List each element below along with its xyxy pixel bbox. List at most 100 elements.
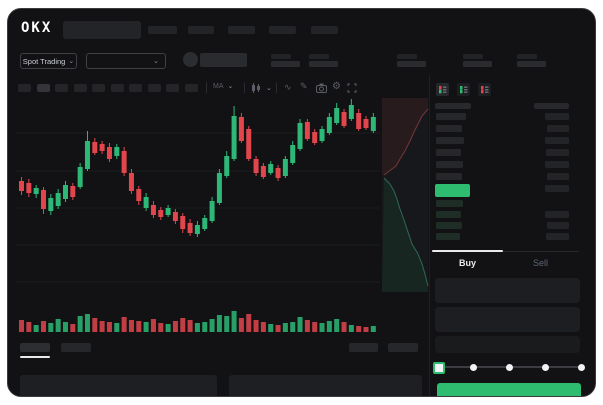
book-bids-icon[interactable] — [457, 83, 470, 96]
candle-body — [84, 141, 90, 169]
expand-icon[interactable] — [347, 83, 357, 93]
last-price-pill[interactable] — [435, 184, 470, 197]
candle-body — [77, 167, 83, 187]
orders-tab[interactable] — [61, 343, 91, 352]
timeframe-button[interactable] — [18, 84, 31, 92]
book-asks-icon[interactable] — [478, 83, 491, 96]
candlestick-chart[interactable] — [16, 96, 429, 336]
volume-bar — [290, 322, 296, 332]
candle-body — [180, 216, 186, 229]
candle-body — [348, 105, 354, 119]
buy-submit-button[interactable] — [437, 383, 581, 396]
candle-body — [304, 122, 310, 139]
orders-tab[interactable] — [20, 343, 50, 352]
stat-label-placeholder — [309, 54, 329, 59]
price-input[interactable] — [435, 278, 580, 303]
nav-item[interactable] — [148, 26, 177, 34]
indicator-dropdown[interactable]: MA ⌄ — [213, 83, 233, 90]
nav-item[interactable] — [228, 26, 255, 34]
tab-sell[interactable]: Sell — [532, 258, 548, 268]
chevron-down-icon: ⌄ — [227, 83, 234, 90]
market-type-label: Spot Trading — [22, 56, 66, 66]
candle-body — [297, 123, 303, 149]
orders-action[interactable] — [388, 343, 418, 352]
nav-item[interactable] — [269, 26, 296, 34]
pencil-icon[interactable]: ✎ — [300, 81, 308, 91]
candle-body — [158, 210, 164, 217]
volume-bar — [48, 323, 54, 332]
pair-dropdown[interactable]: ⌄ — [86, 53, 166, 69]
slider-stop[interactable] — [577, 363, 585, 371]
volume-bar — [106, 322, 112, 332]
chart-type-dropdown[interactable] — [251, 83, 262, 93]
candle-body — [114, 147, 120, 156]
book-combined-icon[interactable] — [436, 83, 449, 96]
candle-body — [260, 166, 266, 177]
timeframe-button[interactable] — [147, 84, 161, 92]
depth-asks-line — [383, 108, 429, 176]
volume-bar — [70, 324, 76, 332]
timeframe-button[interactable] — [55, 84, 68, 92]
stat-label-placeholder — [397, 54, 417, 59]
orders-action[interactable] — [349, 343, 378, 352]
volume-bar — [180, 318, 186, 332]
volume-bar — [224, 316, 230, 332]
timeframe-button[interactable] — [73, 84, 87, 92]
stat-value-placeholder — [271, 61, 300, 67]
depth-bids-line — [383, 177, 429, 287]
depth-bids-fill — [382, 178, 428, 292]
volume-bar — [92, 318, 98, 332]
ask-amount-bar — [545, 137, 569, 144]
timeframe-button[interactable] — [184, 84, 198, 92]
candle-body — [48, 198, 54, 211]
pair-name-placeholder — [200, 53, 247, 67]
bid-price-bar — [436, 200, 463, 207]
tab-buy[interactable]: Buy — [458, 258, 476, 268]
slider-stop[interactable] — [505, 363, 513, 371]
candle-body — [40, 190, 46, 209]
candle-body — [363, 119, 369, 128]
volume-bar — [62, 322, 68, 332]
stat-label-placeholder — [271, 54, 291, 59]
slider-stop[interactable] — [469, 363, 477, 371]
candle-body — [216, 173, 222, 203]
stat-value-placeholder — [517, 61, 546, 67]
amount-input[interactable] — [435, 307, 580, 332]
divider — [429, 75, 430, 396]
orderbook-row-bar — [545, 185, 569, 192]
ask-price-bar — [436, 113, 466, 120]
wave-icon[interactable]: ∿ — [284, 82, 292, 92]
volume-bar — [150, 319, 156, 332]
nav-item[interactable] — [188, 26, 214, 34]
market-type-selector[interactable]: Spot Trading ⌄ — [20, 53, 77, 69]
volume-bar — [297, 317, 303, 332]
volume-bar — [202, 322, 208, 332]
volume-bar — [356, 326, 362, 332]
volume-bar — [231, 311, 237, 332]
volume-bar — [40, 321, 46, 332]
timeframe-button[interactable] — [36, 84, 50, 92]
volume-bar — [341, 322, 347, 332]
volume-bar — [363, 327, 369, 332]
candle-body — [26, 183, 32, 193]
timeframe-button[interactable] — [110, 84, 124, 92]
candle-body — [246, 129, 252, 159]
ask-price-bar — [436, 173, 462, 180]
timeframe-button[interactable] — [166, 84, 179, 92]
volume-bar — [268, 324, 274, 332]
total-field[interactable] — [435, 336, 580, 353]
volume-bar — [275, 325, 281, 332]
orderbook-col-amount — [534, 103, 569, 109]
volume-bar — [216, 315, 222, 332]
search-bar[interactable] — [63, 21, 141, 39]
timeframe-button[interactable] — [129, 84, 142, 92]
camera-icon[interactable] — [316, 83, 327, 93]
orders-panel-left — [20, 375, 217, 396]
candle-body — [326, 117, 332, 133]
timeframe-button[interactable] — [92, 84, 105, 92]
gear-icon[interactable]: ⚙ — [332, 81, 341, 92]
slider-handle[interactable] — [433, 362, 445, 374]
bid-price-bar — [436, 222, 462, 229]
nav-item[interactable] — [311, 26, 338, 34]
slider-stop[interactable] — [541, 363, 549, 371]
